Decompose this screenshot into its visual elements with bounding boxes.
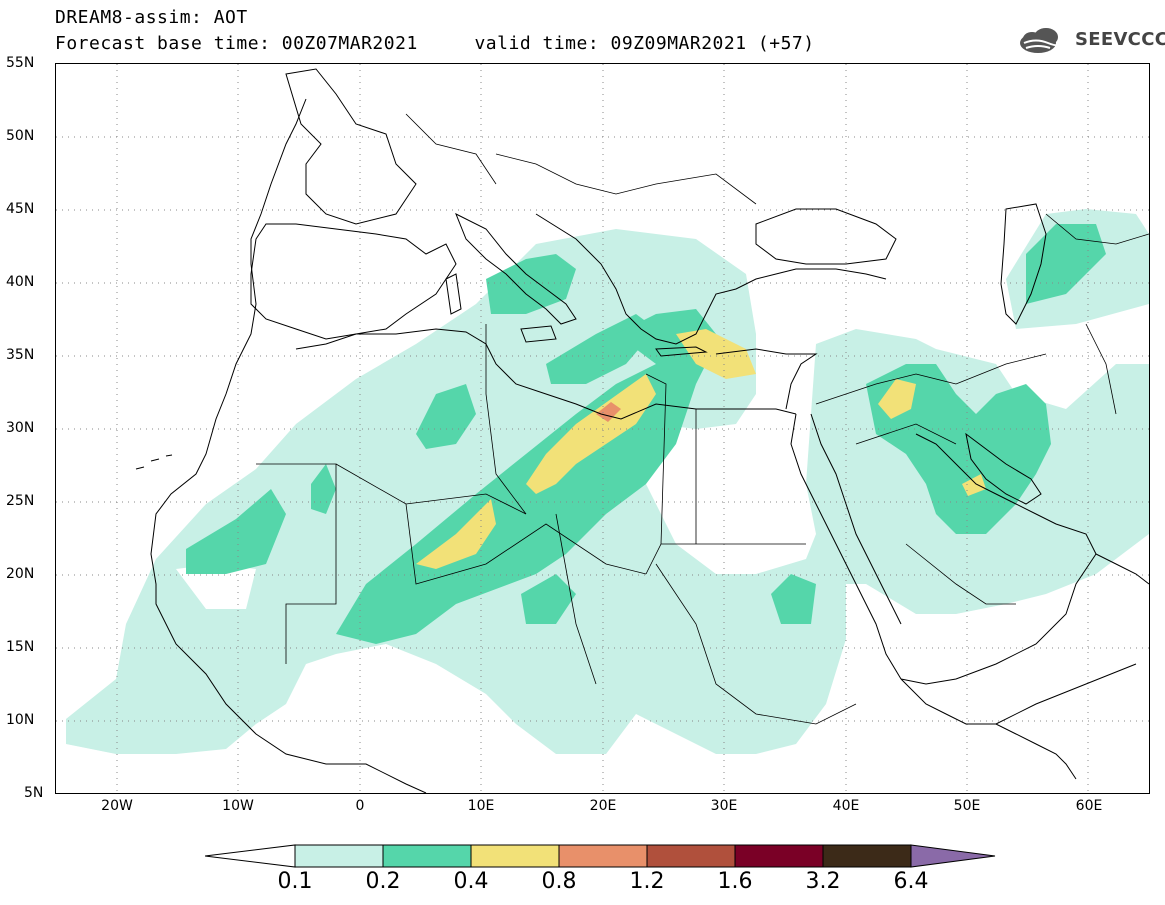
colorbar-label-0-1: 0.1: [277, 869, 313, 894]
country-borders: [256, 113, 1149, 725]
colorbar-bin-7: [822, 844, 912, 868]
colorbar-label-6-4: 6.4: [893, 869, 929, 894]
map-subtitle-times: Forecast base time: 00Z07MAR2021 valid t…: [55, 33, 815, 54]
map-title: DREAM8-assim: AOT: [55, 7, 248, 28]
lat-label-45n: 45N: [6, 201, 35, 217]
lat-label-30n: 30N: [6, 420, 35, 436]
lon-label-0: 0: [355, 798, 365, 814]
lat-label-50n: 50N: [6, 128, 35, 144]
lat-label-5n: 5N: [24, 785, 44, 801]
lon-label-30e: 30E: [710, 798, 738, 814]
colorbar-label-1-2: 1.2: [629, 869, 665, 894]
logo-text: SEEVCCC: [1075, 29, 1165, 50]
lon-label-10w: 10W: [222, 798, 254, 814]
lon-label-10e: 10E: [467, 798, 495, 814]
colorbar-over: [910, 844, 996, 868]
colorbar-bin-4: [558, 844, 648, 868]
colorbar-bin-3: [470, 844, 560, 868]
lat-label-10n: 10N: [6, 712, 35, 728]
colorbar-bin-5: [646, 844, 736, 868]
colorbar-label-0-2: 0.2: [365, 869, 401, 894]
aot-map: [56, 64, 1149, 793]
seevccc-logo: [1020, 28, 1067, 53]
aot-level-0-8: [596, 402, 621, 422]
cloud-icon: [1020, 28, 1067, 53]
map-panel: [55, 63, 1150, 794]
lat-label-35n: 35N: [6, 347, 35, 363]
coastlines: [135, 68, 1149, 793]
lon-label-60e: 60E: [1075, 798, 1103, 814]
graticule: [56, 64, 1149, 793]
colorbar: [205, 844, 996, 868]
colorbar-bin-1: [294, 844, 384, 868]
colorbar-bin-2: [382, 844, 472, 868]
lon-label-20w: 20W: [101, 798, 133, 814]
lon-label-20e: 20E: [589, 798, 617, 814]
colorbar-label-0-4: 0.4: [453, 869, 489, 894]
colorbar-bin-6: [734, 844, 824, 868]
lon-label-50e: 50E: [953, 798, 981, 814]
colorbar-label-1-6: 1.6: [717, 869, 753, 894]
lat-label-25n: 25N: [6, 493, 35, 509]
aot-level-0-4: [416, 329, 986, 569]
lat-label-55n: 55N: [6, 55, 35, 71]
lat-label-40n: 40N: [6, 274, 35, 290]
lon-label-40e: 40E: [832, 798, 860, 814]
lat-label-20n: 20N: [6, 566, 35, 582]
colorbar-label-3-2: 3.2: [805, 869, 841, 894]
lat-label-15n: 15N: [6, 639, 35, 655]
colorbar-under: [205, 844, 296, 868]
colorbar-label-0-8: 0.8: [541, 869, 577, 894]
